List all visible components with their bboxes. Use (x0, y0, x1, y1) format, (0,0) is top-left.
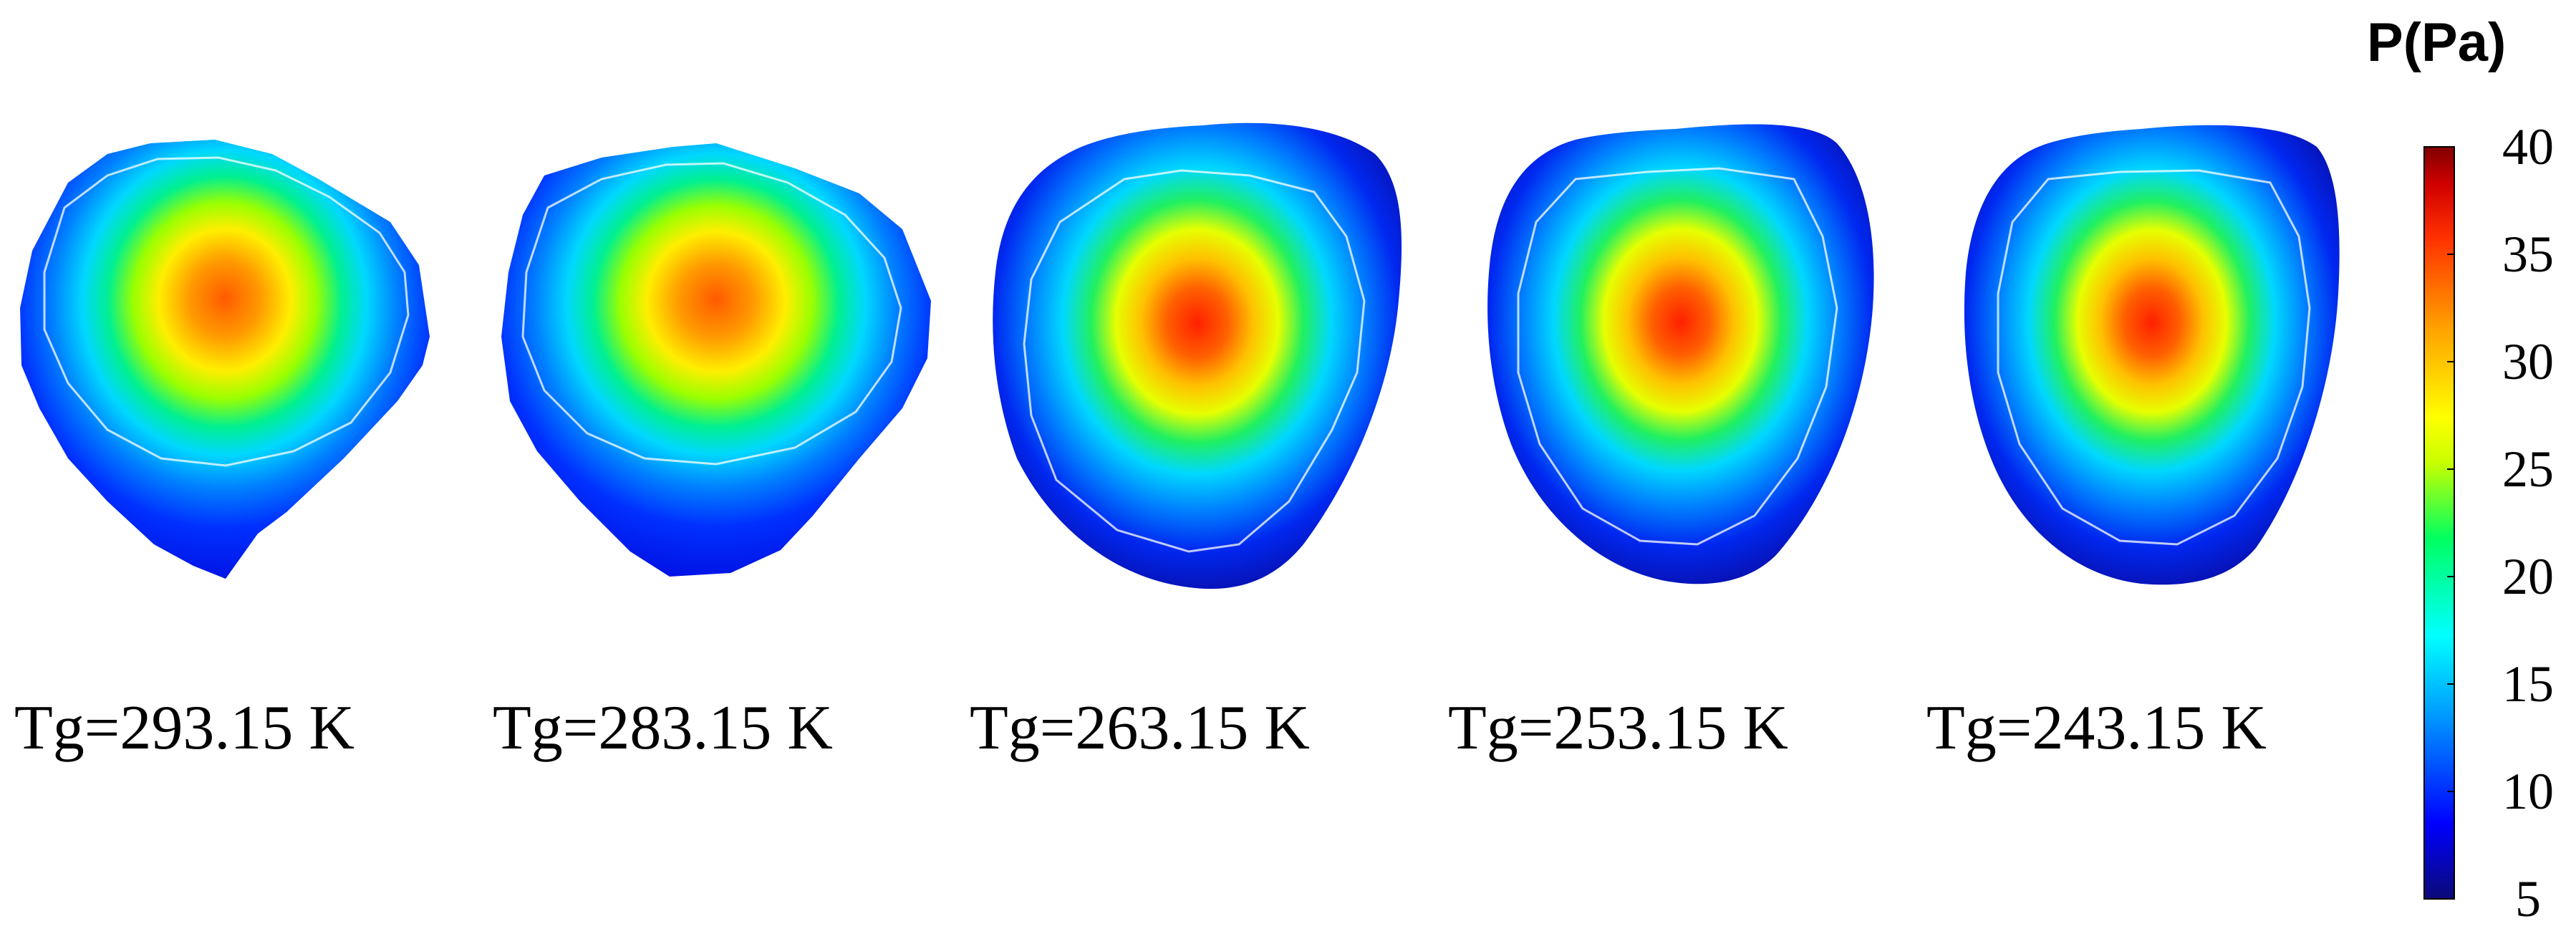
colorbar-tick-label: 35 (2502, 226, 2554, 283)
colorbar-tick-label: 25 (2502, 440, 2554, 498)
field-panel-4 (1487, 124, 1874, 584)
pressure-field-3 (993, 122, 1402, 589)
panel-label-3: Tg=263.15 K (970, 693, 1310, 763)
pressure-field-1 (20, 140, 430, 579)
pressure-field-4 (1487, 124, 1874, 584)
contour-line-4 (1517, 167, 1838, 546)
colorbar-tick-label: 15 (2502, 655, 2554, 713)
contour-line-1 (43, 156, 410, 467)
field-panel-3 (993, 122, 1402, 589)
colorbar-tick-label: 40 (2502, 118, 2554, 175)
pressure-field-5 (1964, 125, 2340, 585)
colorbar-scale (2423, 146, 2455, 900)
colorbar-tick-label: 10 (2502, 763, 2554, 820)
panel-label-1: Tg=293.15 K (14, 693, 354, 763)
colorbar-tick-label: 5 (2515, 870, 2541, 928)
contour-line-3 (1023, 169, 1366, 553)
field-panel-5 (1964, 125, 2340, 585)
contour-line-2 (521, 162, 902, 466)
colorbar-ticks: 40 35 30 25 20 15 10 5 (2447, 118, 2554, 928)
colorbar-title: P(Pa) (2367, 12, 2506, 73)
pressure-field-2 (501, 143, 931, 577)
panel-label-2: Tg=283.15 K (493, 693, 833, 763)
contour-line-5 (1997, 169, 2311, 546)
colorbar-tick-label: 20 (2502, 548, 2554, 605)
field-panel-2 (501, 143, 931, 577)
panel-label-5: Tg=243.15 K (1926, 693, 2267, 763)
field-panel-1 (20, 140, 430, 579)
colorbar-tick-label: 30 (2502, 333, 2554, 390)
colorbar: P(Pa) 40 35 30 25 20 15 10 5 (2367, 12, 2554, 928)
panel-label-4: Tg=253.15 K (1448, 693, 1788, 763)
